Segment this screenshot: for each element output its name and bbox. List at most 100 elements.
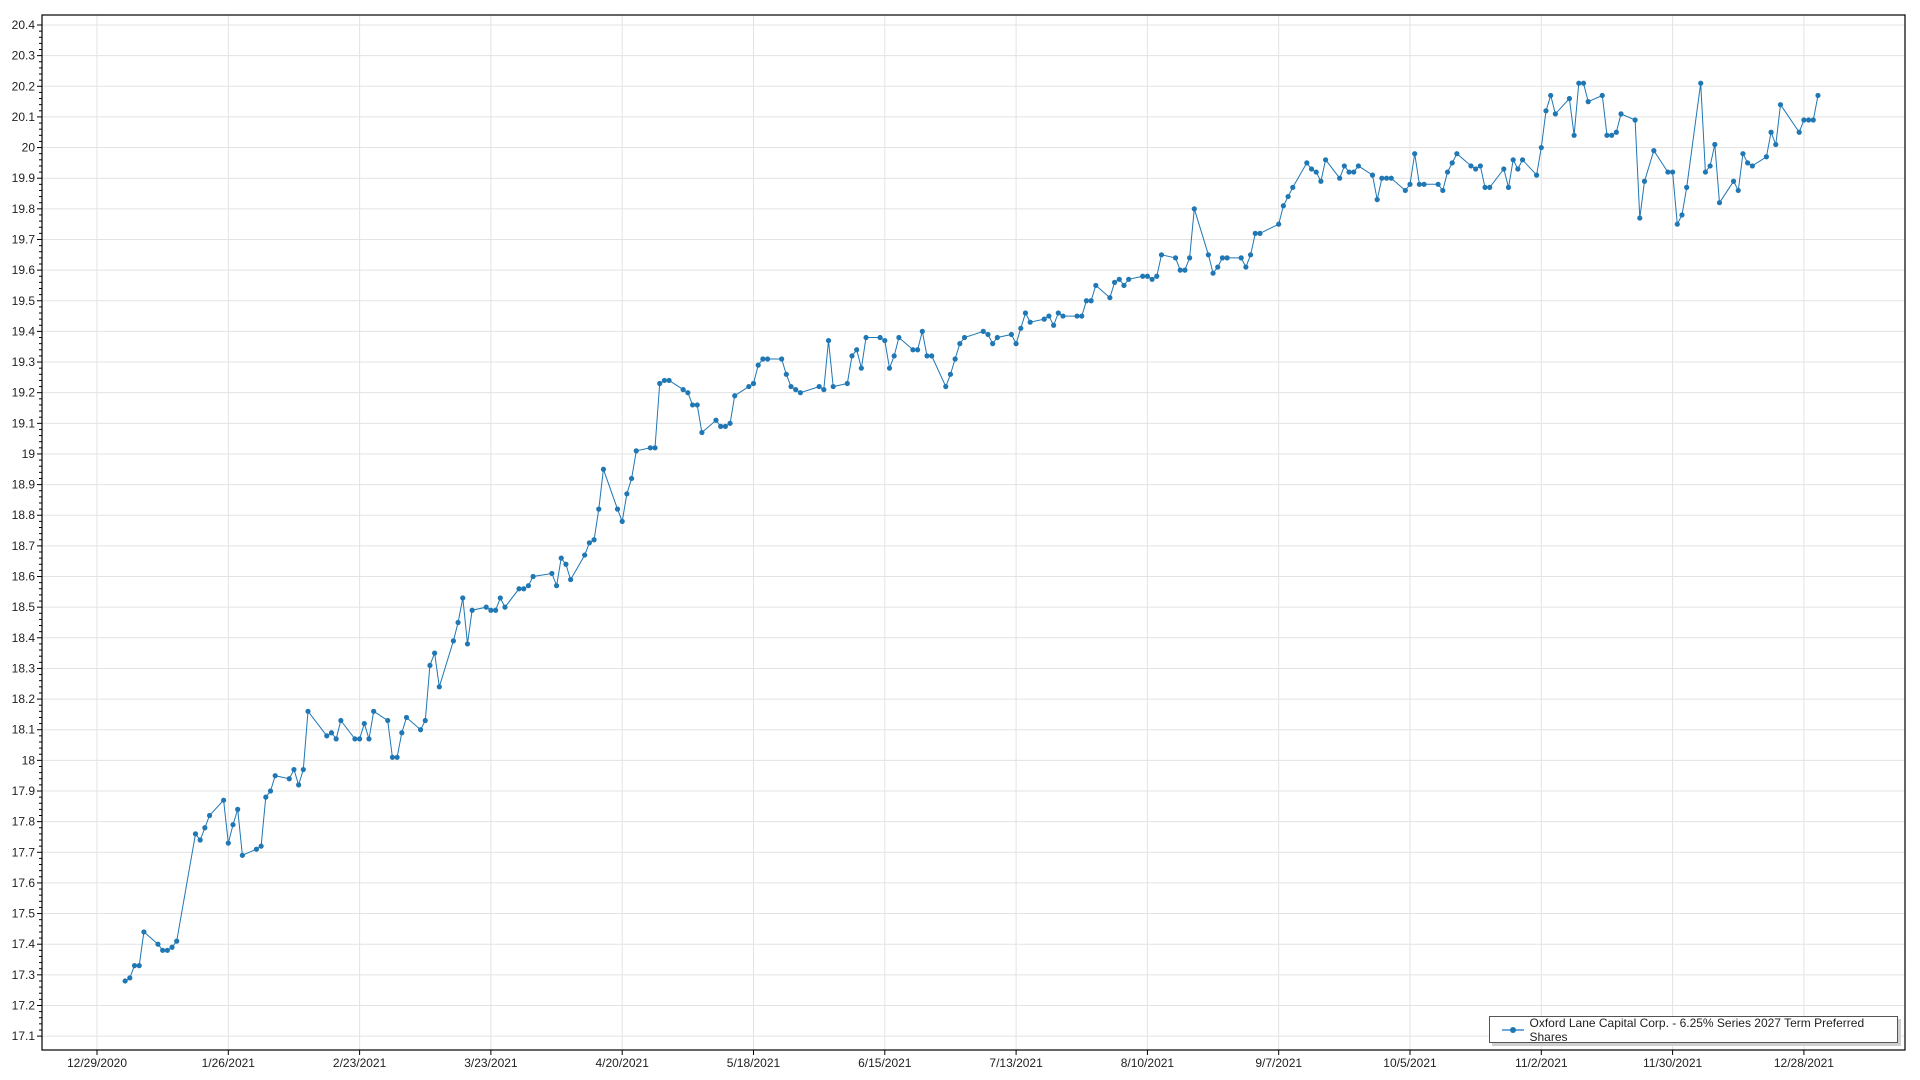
- data-point: [750, 380, 757, 387]
- x-tick-label: 11/2/2021: [1515, 1056, 1568, 1070]
- data-point: [1684, 184, 1690, 190]
- data-point: [1074, 313, 1080, 319]
- data-point: [788, 383, 794, 390]
- data-point: [657, 380, 663, 387]
- data-point: [1374, 197, 1380, 203]
- data-point: [450, 638, 456, 644]
- data-point: [464, 641, 471, 647]
- x-tick-label: 12/28/2021: [1774, 1056, 1834, 1070]
- data-point: [957, 341, 963, 347]
- data-point: [361, 720, 367, 727]
- data-point: [858, 365, 864, 371]
- data-point: [492, 607, 499, 613]
- y-tick-label: 18.7: [12, 539, 36, 553]
- data-point: [961, 334, 968, 341]
- data-point: [1618, 111, 1624, 117]
- data-point: [1702, 169, 1709, 175]
- data-point: [1041, 316, 1047, 322]
- data-point: [1140, 273, 1146, 279]
- data-point: [267, 788, 274, 794]
- data-point: [1735, 187, 1741, 194]
- y-tick-label: 18.3: [12, 661, 36, 675]
- data-point: [525, 583, 532, 589]
- x-tick-label: 1/26/2021: [202, 1056, 256, 1070]
- data-point: [821, 387, 827, 393]
- data-point: [366, 736, 372, 742]
- data-point: [300, 766, 306, 773]
- data-point: [497, 595, 503, 601]
- data-point: [1468, 163, 1474, 169]
- data-point: [596, 506, 602, 512]
- y-tick-label: 18.9: [12, 478, 36, 492]
- y-tick-label: 19.3: [12, 355, 36, 369]
- data-point: [1407, 181, 1413, 187]
- data-point: [427, 662, 433, 668]
- data-point: [296, 782, 302, 788]
- data-point: [1519, 157, 1526, 163]
- data-point: [1651, 148, 1657, 154]
- data-point: [1369, 172, 1376, 178]
- data-point: [1637, 215, 1643, 221]
- data-point: [1051, 322, 1057, 328]
- y-tick-label: 17.6: [12, 876, 36, 890]
- data-point: [516, 586, 522, 592]
- data-point: [1172, 255, 1179, 261]
- data-point: [324, 733, 330, 739]
- data-point: [628, 475, 635, 482]
- data-point: [1276, 221, 1282, 227]
- data-point: [1566, 95, 1573, 102]
- data-point: [385, 717, 391, 724]
- data-point: [1609, 132, 1615, 138]
- data-point: [1548, 92, 1554, 99]
- y-tick-label: 18.6: [12, 570, 36, 584]
- series-line: [124, 82, 1819, 982]
- data-point: [844, 380, 850, 387]
- data-point: [910, 347, 916, 353]
- data-point: [980, 328, 986, 334]
- data-point: [1247, 252, 1254, 258]
- data-point: [558, 555, 564, 561]
- data-point: [530, 573, 536, 580]
- data-point: [502, 604, 508, 610]
- data-point: [1730, 178, 1737, 184]
- data-point: [994, 334, 1000, 341]
- data-point: [1182, 267, 1188, 273]
- data-point: [891, 353, 897, 359]
- data-point: [1543, 108, 1549, 114]
- y-tick-label: 20.3: [12, 49, 36, 63]
- data-point: [1501, 166, 1507, 172]
- data-point: [333, 736, 339, 742]
- data-point: [1534, 172, 1540, 178]
- x-tick-label: 3/23/2021: [464, 1056, 518, 1070]
- data-point: [1487, 184, 1493, 190]
- data-point: [1285, 193, 1291, 200]
- data-point: [338, 717, 344, 724]
- data-point: [1473, 166, 1479, 172]
- data-point: [174, 938, 180, 944]
- data-point: [1796, 129, 1802, 135]
- data-point: [1337, 175, 1343, 181]
- data-point: [854, 347, 860, 353]
- x-tick-label: 12/29/2020: [67, 1056, 127, 1070]
- data-point: [1379, 175, 1385, 181]
- plot-area-border: [41, 14, 1906, 1051]
- data-point: [1187, 255, 1193, 261]
- data-point: [1665, 169, 1671, 175]
- y-tick-label: 17.4: [12, 937, 36, 951]
- data-point: [793, 387, 799, 393]
- data-point: [460, 595, 466, 601]
- data-point: [1126, 276, 1132, 282]
- data-point: [422, 717, 428, 724]
- data-point: [1022, 310, 1029, 316]
- data-point: [1111, 279, 1118, 285]
- data-point: [1604, 132, 1610, 138]
- data-point: [1107, 295, 1113, 301]
- data-point: [1318, 178, 1324, 184]
- data-point: [863, 334, 869, 341]
- data-point: [521, 586, 527, 592]
- data-point: [399, 730, 405, 736]
- data-point: [1515, 166, 1521, 172]
- data-point: [1801, 117, 1807, 123]
- data-point: [136, 963, 142, 969]
- data-point: [141, 929, 147, 935]
